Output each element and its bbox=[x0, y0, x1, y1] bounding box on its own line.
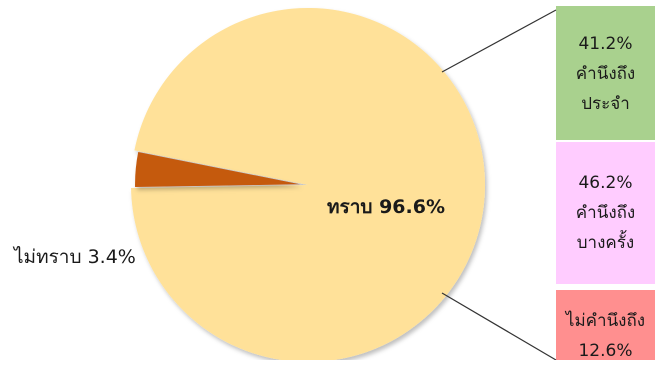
breakdown-box-sometimes: 46.2% คำนึงถึง บางครั้ง bbox=[556, 142, 655, 284]
pie-of-bar-chart: ทราบ 96.6% ไม่ทราบ 3.4% 41.2% คำนึงถึง ป… bbox=[14, 6, 655, 361]
breakdown-box-regular: 41.2% คำนึงถึง ประจำ bbox=[556, 8, 655, 140]
breakdown-line1: คำนึงถึง bbox=[575, 64, 636, 84]
pie-slice-known bbox=[131, 7, 486, 360]
breakdown-line1: คำนึงถึง bbox=[575, 203, 636, 223]
breakdown-line1: ไม่คำนึงถึง bbox=[565, 311, 646, 331]
slice-label-known: ทราบ 96.6% bbox=[327, 196, 445, 218]
breakdown-box-never: ไม่คำนึงถึง 12.6% bbox=[556, 290, 655, 370]
breakdown-line2: ประจำ bbox=[581, 94, 630, 114]
chart-canvas bbox=[131, 6, 655, 360]
breakdown-segment-0 bbox=[556, 6, 655, 140]
breakdown-percent: 41.2% bbox=[578, 34, 633, 54]
breakdown-segment-2 bbox=[556, 290, 655, 360]
breakdown-percent: 12.6% bbox=[578, 341, 633, 361]
connector-line-0 bbox=[441, 9, 557, 73]
connector-line-1 bbox=[441, 292, 557, 360]
breakdown-percent: 46.2% bbox=[578, 173, 633, 193]
slice-label-unknown: ไม่ทราบ 3.4% bbox=[14, 246, 136, 268]
breakdown-segment-1 bbox=[556, 142, 655, 284]
pie-slice-unknown bbox=[135, 152, 301, 188]
breakdown-line2: บางครั้ง bbox=[576, 233, 635, 253]
